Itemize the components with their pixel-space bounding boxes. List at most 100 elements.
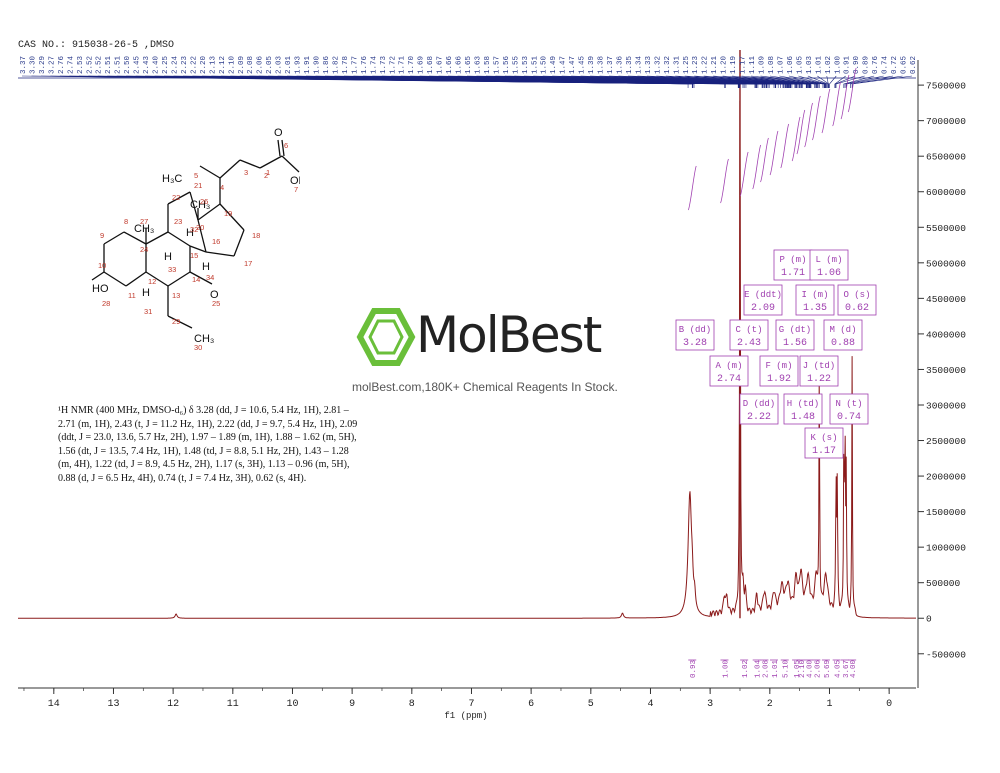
double-bond	[277, 139, 281, 157]
peak-pointer-line	[835, 75, 856, 88]
bond	[103, 271, 127, 287]
peak-ppm-label: 2.03	[276, 55, 284, 74]
atom-ho: HO	[92, 283, 109, 295]
multiplet-label: A (m)	[715, 361, 742, 371]
y-tick-label: -500000	[926, 649, 966, 660]
peak-ppm-label: 2.08	[247, 56, 255, 74]
atom-h3c: H₃C	[162, 173, 182, 185]
bond	[233, 229, 245, 257]
peak-ppm-label: 1.09	[759, 56, 767, 74]
peak-ppm-label: 1.36	[616, 55, 624, 74]
nmr-description: ¹H NMR (400 MHz, DMSO-d₆) δ 3.28 (dd, J …	[58, 405, 358, 484]
peak-ppm-label: 2.51	[105, 55, 113, 74]
bond	[91, 271, 105, 281]
multiplet-label: G (dt)	[779, 325, 811, 335]
peak-ppm-label: 2.24	[171, 55, 179, 74]
peak-pointer-line	[845, 75, 894, 88]
y-tick-label: 2500000	[926, 436, 966, 447]
integral-value: 5.69	[824, 660, 832, 678]
multiplet-label: E (ddt)	[744, 290, 782, 300]
bond	[167, 191, 191, 205]
peak-ppm-label: 2.43	[143, 55, 151, 74]
multiplet-box	[829, 393, 869, 425]
integral-curve	[840, 74, 850, 120]
peak-pointer-line	[829, 75, 837, 88]
multiplet-value: 1.35	[803, 303, 827, 314]
multiplet-label: B (dd)	[679, 325, 711, 335]
peak-ppm-label: 1.91	[304, 55, 312, 74]
multiplet-value: 1.17	[812, 446, 836, 457]
integral-curve	[769, 130, 779, 176]
peak-ppm-label: 1.35	[626, 55, 634, 74]
atom-number: 14	[192, 275, 200, 284]
multiplet-value: 1.22	[807, 374, 831, 385]
y-tick-label: 2000000	[926, 472, 966, 483]
atom-number: 20	[196, 223, 204, 232]
watermark-tagline: molBest.com,180K+ Chemical Reagents In S…	[352, 380, 618, 394]
peak-ppm-label: 2.10	[228, 55, 236, 74]
atom-number: 13	[172, 291, 180, 300]
peak-ppm-label: 1.45	[579, 55, 587, 74]
peak-ppm-label: 1.63	[474, 55, 482, 74]
multiplet-value: 3.28	[683, 338, 707, 349]
bond	[219, 159, 241, 179]
atom-h32: H	[186, 227, 194, 239]
y-tick-label: 1500000	[926, 507, 966, 518]
peak-ppm-label: 2.50	[124, 55, 132, 74]
peak-ppm-label: 3.30	[29, 55, 37, 74]
x-tick-label: 12	[167, 699, 179, 710]
x-tick-label: 8	[409, 699, 415, 710]
multiplet-box	[759, 355, 799, 387]
multiplet-value: 2.22	[747, 412, 771, 423]
y-tick-label: 5000000	[926, 258, 966, 269]
peak-ppm-label: 2.45	[134, 55, 142, 74]
bond	[189, 191, 199, 221]
peak-ppm-label: 1.20	[721, 55, 729, 74]
y-tick-label: 0	[926, 614, 932, 625]
atom-o-25: O	[210, 289, 219, 301]
multiplet-label: P (m)	[779, 255, 806, 265]
peak-ppm-label: 1.08	[768, 56, 776, 74]
multiplet-box	[675, 319, 715, 351]
peak-ppm-label: 2.53	[77, 55, 85, 74]
integral-value: 3.67	[843, 660, 851, 678]
multiplet-value: 1.06	[817, 268, 841, 279]
multiplet-value: 1.48	[791, 412, 815, 423]
peak-ppm-label: 1.66	[446, 55, 454, 74]
bond	[189, 245, 207, 253]
peak-pointer-line	[844, 75, 884, 88]
x-tick-label: 5	[588, 699, 594, 710]
peak-ppm-label: 1.47	[560, 56, 568, 74]
atom-ch3-26: CH₃	[190, 199, 210, 211]
peak-ppm-label: 0.62	[910, 56, 918, 74]
multiplet-label: I (m)	[801, 290, 828, 300]
atom-number: 1	[266, 168, 270, 177]
peak-ppm-label: 0.72	[891, 56, 899, 74]
multiplet-box	[783, 393, 823, 425]
integral-value: 2.10	[799, 659, 807, 678]
integral-value: 1.05	[794, 659, 802, 678]
bond	[219, 203, 245, 231]
peak-ppm-label: 0.76	[872, 55, 880, 74]
peak-ppm-label: 2.20	[200, 55, 208, 74]
y-tick-label: 1000000	[926, 543, 966, 554]
peak-ppm-label: 1.74	[370, 55, 378, 74]
integral-value: 2.08	[762, 660, 770, 678]
bond	[145, 231, 169, 245]
integral-curve	[791, 116, 801, 162]
multiplet-box	[729, 319, 769, 351]
peak-pointer-line	[817, 75, 830, 88]
integral-value: 4.00	[850, 659, 858, 678]
peak-ppm-label: 1.78	[342, 56, 350, 74]
peak-ppm-label: 1.82	[332, 56, 340, 74]
integral-curve	[760, 137, 769, 183]
atom-h31: H	[142, 287, 150, 299]
peak-ppm-label: 2.09	[238, 56, 246, 74]
peak-ppm-label: 1.37	[607, 56, 615, 74]
multiplet-box	[799, 355, 839, 387]
integral-curve	[847, 67, 857, 113]
peak-ppm-label: 1.05	[796, 55, 804, 74]
multiplet-label: O (s)	[843, 290, 870, 300]
integral-curve	[720, 158, 729, 204]
